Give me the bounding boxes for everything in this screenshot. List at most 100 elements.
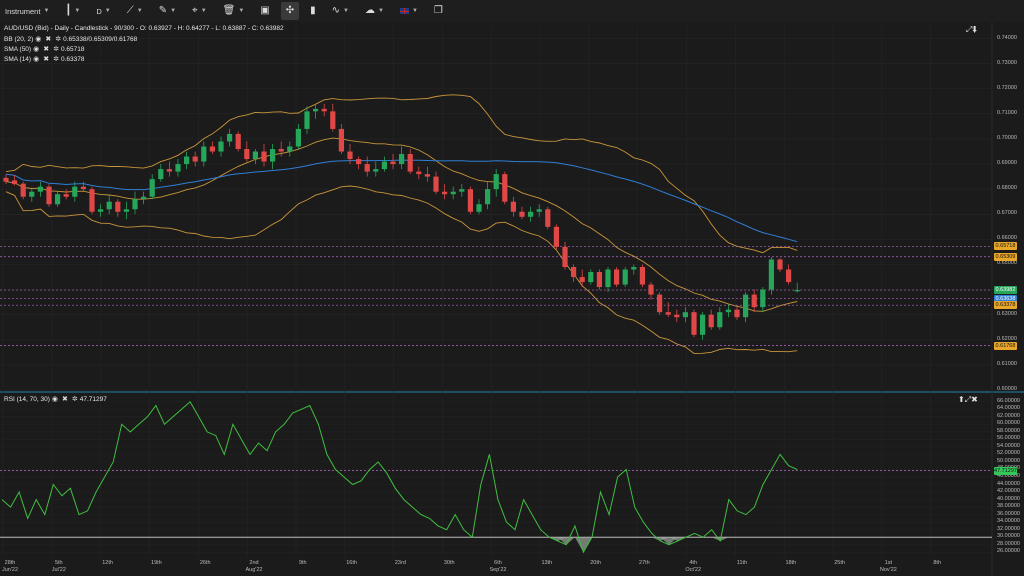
candle-body xyxy=(20,183,26,197)
chevron-down-icon: ▼ xyxy=(104,8,111,14)
candle-body xyxy=(605,269,611,288)
expand-icon[interactable]: ⤢ xyxy=(964,395,972,404)
candle-body xyxy=(209,146,215,152)
close-icon[interactable]: ✖ xyxy=(45,36,52,43)
candle-body xyxy=(502,174,508,202)
candle-body xyxy=(485,189,491,205)
gear-icon[interactable]: ✲ xyxy=(71,396,78,403)
price-axis-label: 0.60000 xyxy=(997,386,1017,392)
toolbar: Instrument ▼ ┃ ▼ D ▼ ⟋ ▼ ✎ ▼ ⌖ ▼ 🗑 ▼ ▣ ✣ ▮ ∿ ▼ ☁… xyxy=(0,0,1024,23)
close-icon[interactable]: ✖ xyxy=(971,395,978,404)
candle-body xyxy=(614,269,620,285)
pattern-menu[interactable]: ∿ ▼ xyxy=(327,2,354,20)
main-panel-controls: ⤢⬇ xyxy=(966,25,977,35)
price-axis-label: 0.63000 xyxy=(997,310,1017,317)
rsi-axis-label: 66.00000 xyxy=(997,397,1020,404)
rsi-axis-label: 56.00000 xyxy=(997,435,1020,442)
candle-body xyxy=(330,111,336,129)
gear-icon[interactable]: ✲ xyxy=(55,36,62,43)
price-axis-label: 0.68000 xyxy=(997,185,1017,192)
indicators-button[interactable]: ▮ xyxy=(305,2,321,20)
price-axis-label: 0.67000 xyxy=(997,210,1017,217)
candle-body xyxy=(244,149,250,160)
chevron-down-icon: ▼ xyxy=(378,8,384,14)
eye-icon[interactable]: ◉ xyxy=(33,46,40,53)
crosshair-icon: ✣ xyxy=(285,5,295,16)
candle-body xyxy=(708,314,714,328)
time-axis-month: Jun'22 xyxy=(1,567,19,573)
rsi-axis-label: 32.00000 xyxy=(997,525,1020,532)
close-price-tag: 0.63982 xyxy=(994,286,1017,295)
sma50-price-tag: 0.63638 xyxy=(994,294,1017,303)
layout-button[interactable]: ▣ xyxy=(255,2,274,20)
eye-icon[interactable]: ◉ xyxy=(35,36,42,43)
arrow-down-icon[interactable]: ⬇ xyxy=(972,25,978,34)
time-axis-label: 8th xyxy=(922,560,952,567)
time-axis-label: 13th xyxy=(532,560,562,567)
time-axis-day: 30th xyxy=(443,560,455,566)
delete-menu[interactable]: 🗑 ▼ xyxy=(218,2,250,20)
time-axis-day: 23rd xyxy=(394,560,406,566)
drawing-tools-menu[interactable]: ⟋ ▼ xyxy=(122,2,148,20)
close-icon[interactable]: ✖ xyxy=(62,396,68,403)
chevron-down-icon: ▼ xyxy=(136,8,143,14)
time-axis-label: 2nd Aug'22 xyxy=(239,560,269,574)
candle-body xyxy=(734,309,740,318)
timeframe-menu[interactable]: D ▼ xyxy=(91,2,115,20)
eye-icon[interactable]: ◉ xyxy=(51,396,58,403)
candle-body xyxy=(777,259,783,270)
candle-body xyxy=(562,246,568,267)
chevron-down-icon: ▼ xyxy=(238,8,245,14)
time-axis-month: Aug'22 xyxy=(245,567,263,573)
candle-body xyxy=(227,133,233,142)
candle-body xyxy=(390,161,396,165)
instrument-menu[interactable]: Instrument ▼ xyxy=(0,2,54,20)
theme-menu[interactable]: ☁ ▼ xyxy=(360,2,389,20)
arrow-up-icon[interactable]: ⬆ xyxy=(958,395,965,404)
rsi-oversold-fill xyxy=(668,537,687,541)
candle-body xyxy=(639,266,645,285)
candle-body xyxy=(725,309,731,313)
candle-body xyxy=(493,174,499,190)
language-menu[interactable]: ▼ xyxy=(395,2,423,20)
gear-icon[interactable]: ✲ xyxy=(53,56,59,63)
pen-tools-menu[interactable]: ✎ ▼ xyxy=(154,2,181,20)
bb-legend: BB (20, 2) ◉ ✖ ✲ 0.65338/0.65309/0.61768 xyxy=(4,35,137,44)
snapshot-button[interactable]: ❐ xyxy=(429,2,448,20)
time-axis-label: 6th Sep'22 xyxy=(483,560,513,574)
rsi-axis-label: 52.00000 xyxy=(997,450,1020,457)
close-icon[interactable]: ✖ xyxy=(43,56,50,63)
candle-body xyxy=(751,294,757,308)
gear-icon[interactable]: ✲ xyxy=(53,46,59,53)
time-axis-day: 1st xyxy=(884,560,893,566)
expand-icon[interactable]: ⤢ xyxy=(966,25,973,34)
rsi-legend: RSI (14, 70, 30) ◉ ✖ ✲ 47.71297 xyxy=(4,395,107,404)
price-axis-label: 0.70000 xyxy=(997,134,1017,141)
rsi-value: 47.71297 xyxy=(79,395,107,403)
rsi-value-tag: 47.71297 xyxy=(994,466,1017,475)
time-axis-day: 19th xyxy=(151,560,162,566)
rsi-axis-label: 46.00000 xyxy=(997,473,1020,479)
rsi-axis-label: 40.00000 xyxy=(997,495,1020,502)
close-icon[interactable]: ✖ xyxy=(43,46,50,53)
sma14-legend: SMA (14) ◉ ✖ ✲ 0.63378 xyxy=(4,55,84,64)
candle-body xyxy=(287,146,293,152)
candle-body xyxy=(115,201,121,212)
eye-icon[interactable]: ◉ xyxy=(33,56,40,63)
rsi-axis-label: 50.00000 xyxy=(997,457,1020,464)
rsi-axis-label: 54.00000 xyxy=(997,442,1020,449)
time-axis-label: 28th Jun'22 xyxy=(0,560,25,574)
crosshair-button[interactable]: ✣ xyxy=(280,2,300,20)
time-axis-label: 12th xyxy=(93,560,123,567)
bb-upper-price-tag: 0.65718 xyxy=(994,242,1017,251)
price-axis-label: 0.65000 xyxy=(997,260,1017,267)
candle-body xyxy=(338,128,344,152)
price-chart[interactable] xyxy=(0,22,1024,576)
chart-type-menu[interactable]: ┃ ▼ xyxy=(60,2,85,20)
price-axis-label: 0.74000 xyxy=(997,34,1017,41)
shapes-menu[interactable]: ⌖ ▼ xyxy=(187,2,212,20)
candle-body xyxy=(717,312,723,328)
candle-body xyxy=(261,151,267,162)
candle-body xyxy=(433,176,439,192)
time-axis-day: 9th xyxy=(298,560,307,566)
